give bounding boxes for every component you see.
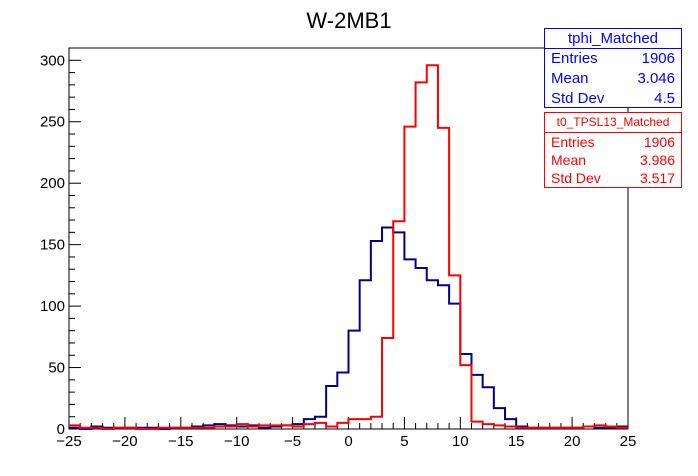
- stats-box-tphi: tphi_Matched Entries 1906 Mean 3.046 Std…: [544, 28, 682, 108]
- x-tick-label: −10: [224, 433, 249, 450]
- y-tick-label: 0: [57, 421, 65, 438]
- x-tick-label: −15: [168, 433, 193, 450]
- stats-row-stddev: Std Dev 3.517: [545, 169, 681, 187]
- stats-row-entries: Entries 1906: [545, 49, 681, 69]
- stats-label: Std Dev: [551, 90, 605, 107]
- y-tick-label: 50: [48, 360, 65, 377]
- x-tick-label: −5: [284, 433, 301, 450]
- stats-row-mean: Mean 3.986: [545, 151, 681, 169]
- chart-title: W-2MB1: [306, 8, 391, 33]
- x-tick-label: 15: [508, 433, 525, 450]
- stats-value: 1906: [641, 50, 675, 67]
- stats-value: 3.986: [639, 152, 675, 168]
- stats-label: Mean: [551, 152, 587, 168]
- x-tick-label: 10: [452, 433, 469, 450]
- stats-label: Entries: [551, 50, 598, 67]
- y-tick-label: 250: [40, 114, 65, 131]
- series-layer: [69, 64, 628, 430]
- stats-label: Mean: [551, 70, 589, 87]
- stats-value: 3.517: [639, 170, 675, 186]
- histogram-series-tphi: [69, 226, 628, 430]
- x-tick-label: −20: [112, 433, 137, 450]
- y-tick-label: 200: [40, 175, 65, 192]
- y-tick-label: 100: [40, 298, 65, 315]
- histogram-series-t0: [69, 64, 628, 430]
- y-tick-label: 300: [40, 52, 65, 69]
- stats-label: Std Dev: [551, 170, 601, 186]
- y-tick-label: 150: [40, 237, 65, 254]
- stats-row-entries: Entries 1906: [545, 133, 681, 151]
- stats-label: Entries: [551, 134, 595, 150]
- y-axis: 0 50 100 150 200 250 300: [40, 47, 81, 438]
- stats-box-t0: t0_TPSL13_Matched Entries 1906 Mean 3.98…: [544, 112, 682, 188]
- stats-row-mean: Mean 3.046: [545, 69, 681, 89]
- stats-value: 3.046: [637, 70, 675, 87]
- stats-value: 4.5: [654, 90, 675, 107]
- x-tick-label: −25: [56, 433, 81, 450]
- stats-box-title: t0_TPSL13_Matched: [545, 113, 681, 133]
- x-tick-label: 20: [564, 433, 581, 450]
- x-tick-label: 25: [620, 433, 637, 450]
- stats-row-stddev: Std Dev 4.5: [545, 89, 681, 109]
- x-tick-label: 5: [400, 433, 408, 450]
- stats-value: 1906: [643, 134, 675, 150]
- x-tick-label: 0: [344, 433, 352, 450]
- stats-box-title: tphi_Matched: [545, 29, 681, 49]
